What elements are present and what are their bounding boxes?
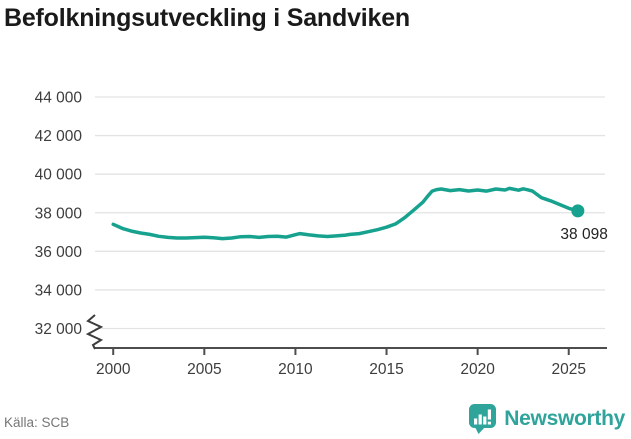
last-value-label: 38 098 xyxy=(560,226,607,243)
x-tick-label: 2025 xyxy=(551,361,585,378)
newsworthy-wordmark: Newsworthy xyxy=(504,406,625,430)
newsworthy-logo[interactable]: Newsworthy xyxy=(468,403,625,434)
y-tick-label: 38 000 xyxy=(35,205,83,222)
population-series-line xyxy=(111,186,580,241)
y-tick-label: 40 000 xyxy=(35,167,83,184)
axis-break-icon xyxy=(85,314,104,350)
x-tick-label: 2005 xyxy=(187,361,221,378)
y-tick-label: 32 000 xyxy=(35,321,83,338)
x-tick-label: 2010 xyxy=(278,361,313,378)
y-tick-label: 34 000 xyxy=(35,282,83,299)
chart-title: Befolkningsutveckling i Sandviken xyxy=(4,4,410,32)
last-point-marker xyxy=(571,204,585,218)
source-label: Källa: SCB xyxy=(4,415,70,430)
y-tick-label: 42 000 xyxy=(35,128,83,145)
y-tick-label: 44 000 xyxy=(35,90,83,107)
x-tick-label: 2015 xyxy=(369,361,403,378)
x-tick-label: 2000 xyxy=(96,361,131,378)
y-tick-label: 36 000 xyxy=(35,244,83,261)
newsworthy-icon xyxy=(469,404,497,434)
x-tick-label: 2020 xyxy=(460,361,495,378)
